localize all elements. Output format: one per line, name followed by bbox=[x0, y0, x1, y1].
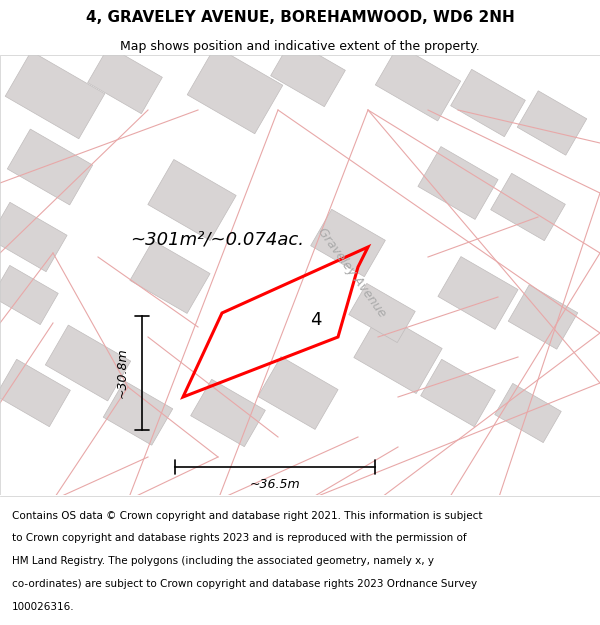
Text: ~301m²/~0.074ac.: ~301m²/~0.074ac. bbox=[130, 231, 304, 249]
Polygon shape bbox=[103, 381, 173, 445]
Text: ~36.5m: ~36.5m bbox=[250, 479, 301, 491]
Polygon shape bbox=[508, 285, 578, 349]
Text: ~30.8m: ~30.8m bbox=[115, 348, 128, 398]
Polygon shape bbox=[191, 379, 265, 447]
Polygon shape bbox=[7, 129, 92, 205]
Polygon shape bbox=[349, 283, 415, 342]
Polygon shape bbox=[421, 359, 496, 427]
Text: to Crown copyright and database rights 2023 and is reproduced with the permissio: to Crown copyright and database rights 2… bbox=[12, 533, 467, 543]
Polygon shape bbox=[46, 325, 131, 401]
Polygon shape bbox=[0, 359, 70, 427]
Text: 100026316.: 100026316. bbox=[12, 602, 74, 612]
Text: 4, GRAVELEY AVENUE, BOREHAMWOOD, WD6 2NH: 4, GRAVELEY AVENUE, BOREHAMWOOD, WD6 2NH bbox=[86, 10, 514, 25]
Text: HM Land Registry. The polygons (including the associated geometry, namely x, y: HM Land Registry. The polygons (includin… bbox=[12, 556, 434, 566]
Polygon shape bbox=[354, 312, 442, 394]
Polygon shape bbox=[491, 173, 565, 241]
Polygon shape bbox=[517, 91, 587, 155]
Polygon shape bbox=[495, 383, 561, 442]
Polygon shape bbox=[88, 46, 163, 114]
Text: Graveley Avenue: Graveley Avenue bbox=[315, 226, 389, 320]
Polygon shape bbox=[0, 266, 58, 324]
Polygon shape bbox=[130, 241, 210, 313]
Polygon shape bbox=[438, 257, 518, 329]
Polygon shape bbox=[0, 202, 67, 272]
Polygon shape bbox=[148, 159, 236, 241]
Text: Contains OS data © Crown copyright and database right 2021. This information is : Contains OS data © Crown copyright and d… bbox=[12, 511, 482, 521]
Polygon shape bbox=[376, 45, 461, 121]
Text: co-ordinates) are subject to Crown copyright and database rights 2023 Ordnance S: co-ordinates) are subject to Crown copyr… bbox=[12, 579, 477, 589]
Text: Map shows position and indicative extent of the property.: Map shows position and indicative extent… bbox=[120, 39, 480, 52]
Polygon shape bbox=[271, 39, 346, 107]
Text: 4: 4 bbox=[310, 311, 322, 329]
Polygon shape bbox=[258, 357, 338, 429]
Polygon shape bbox=[5, 51, 105, 139]
Polygon shape bbox=[311, 209, 385, 277]
Polygon shape bbox=[451, 69, 526, 137]
Polygon shape bbox=[187, 46, 283, 134]
Polygon shape bbox=[418, 147, 498, 219]
